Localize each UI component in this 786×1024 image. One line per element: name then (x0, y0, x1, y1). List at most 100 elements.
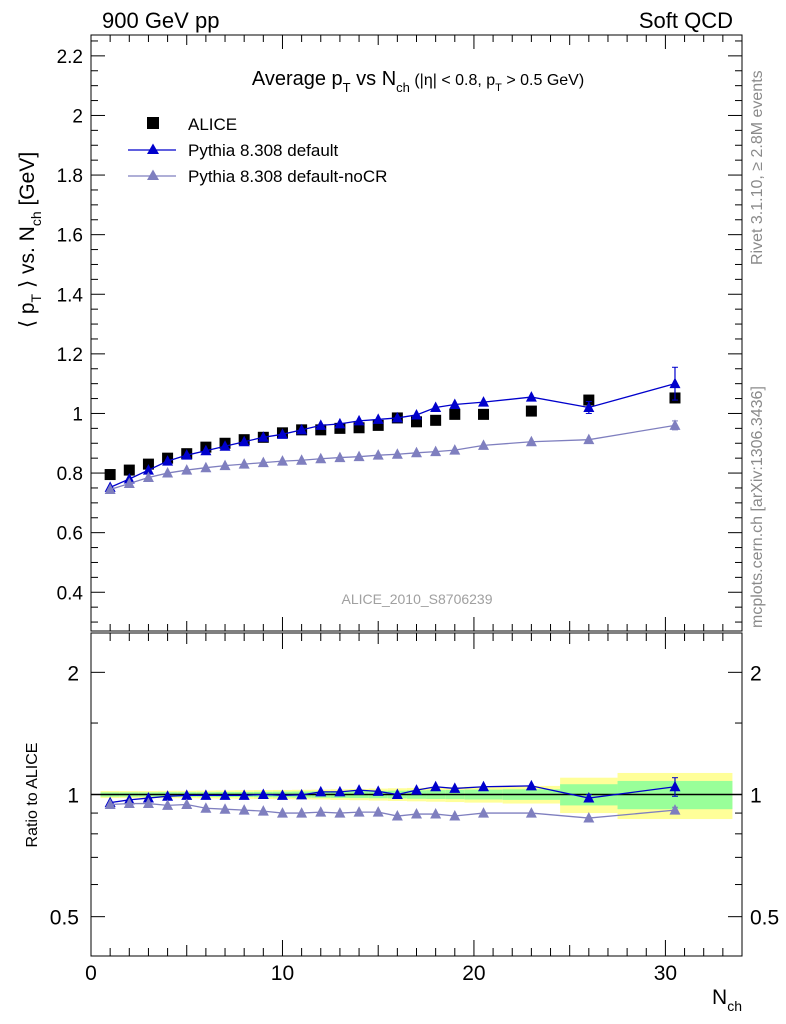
main-panel: 0.40.60.811.21.41.61.822.2 Average pT vs… (16, 34, 743, 632)
data-point-alice (525, 405, 537, 417)
data-point-pythia-8-308-default-nocr (669, 419, 681, 430)
data-point-pythia-8-308-default-nocr (372, 449, 384, 460)
data-point-alice (478, 408, 490, 420)
ylabel-pre: ⟨ p (16, 302, 39, 328)
data-point-pythia-8-308-default (525, 391, 537, 402)
data-point-alice (583, 394, 595, 406)
ratio-point-pythia-8-308-default (525, 779, 537, 791)
main-y-tick-label: 0.4 (57, 583, 84, 604)
data-point-pythia-8-308-default-nocr (315, 452, 327, 464)
ratio-point-pythia-8-308-default-nocr (669, 804, 681, 815)
data-point-pythia-8-308-default-nocr (411, 446, 422, 458)
title-main: Average p (252, 68, 343, 90)
xlabel-sub: ch (727, 998, 742, 1014)
x-tick-label: 30 (654, 962, 677, 985)
ratio-point-pythia-8-308-default (219, 789, 231, 800)
main-y-tick-label: 1.2 (57, 345, 83, 366)
data-point-pythia-8-308-default (372, 413, 384, 424)
xlabel-main: N (712, 986, 727, 1009)
ratio-point-pythia-8-308-default-nocr (372, 806, 384, 817)
ratio-point-pythia-8-308-default-nocr (123, 797, 135, 809)
main-series-layer (104, 366, 681, 494)
ratio-point-pythia-8-308-default (257, 788, 269, 799)
ratio-point-pythia-8-308-default-nocr (430, 808, 442, 819)
main-y-tick-label: 2.2 (57, 47, 83, 68)
legend-marker-pythia-default (147, 143, 159, 154)
ratio-point-pythia-8-308-default-nocr (276, 807, 288, 818)
data-point-pythia-8-308-default (257, 431, 269, 442)
data-point-pythia-8-308-default (353, 414, 365, 426)
ratio-y-tick-label-right: 0.5 (750, 907, 779, 930)
ratio-point-pythia-8-308-default (315, 785, 327, 797)
data-point-alice (411, 416, 422, 428)
ratio-point-pythia-8-308-default-nocr (583, 812, 595, 823)
legend-label-pythia-nocr: Pythia 8.308 default-noCR (188, 167, 387, 186)
ratio-point-pythia-8-308-default-nocr (478, 807, 490, 818)
data-point-pythia-8-308-default-nocr (478, 439, 490, 450)
ratio-point-pythia-8-308-default-nocr (353, 806, 365, 817)
data-point-alice (430, 414, 442, 426)
data-point-alice (104, 469, 116, 481)
ylabel-mid: ⟩ vs. N (16, 226, 39, 294)
ratio-point-pythia-8-308-default (276, 789, 288, 800)
data-point-pythia-8-308-default-nocr (142, 471, 154, 483)
data-point-pythia-8-308-default (142, 464, 154, 475)
data-point-pythia-8-308-default-nocr (391, 448, 403, 459)
ratio-point-pythia-8-308-default-nocr (296, 807, 308, 818)
data-point-pythia-8-308-default (200, 444, 212, 456)
data-point-pythia-8-308-default (669, 377, 681, 389)
legend-label-alice: ALICE (188, 115, 237, 134)
mcplots-label: mcplots.cern.ch [arXiv:1306.3436] (749, 386, 766, 628)
legend-marker-pythia-nocr (147, 169, 159, 180)
x-tick-label: 0 (85, 962, 97, 985)
data-point-pythia-8-308-default (478, 396, 490, 407)
data-point-pythia-8-308-default-nocr (162, 467, 174, 478)
data-point-pythia-8-308-default-nocr (449, 444, 461, 455)
ratio-point-pythia-8-308-default (583, 792, 595, 803)
ratio-point-pythia-8-308-default (430, 780, 442, 792)
ratio-point-pythia-8-308-default-nocr (525, 807, 537, 818)
header-left: 900 GeV pp (102, 8, 219, 33)
ylabel-sub1: T (28, 293, 44, 302)
ratio-point-pythia-8-308-default-nocr (162, 799, 174, 810)
title-mid: vs N (351, 68, 397, 90)
ratio-series-layer (104, 777, 681, 823)
ratio-point-pythia-8-308-default (181, 789, 193, 800)
data-point-pythia-8-308-default (296, 423, 308, 435)
data-point-pythia-8-308-default-nocr (583, 433, 595, 445)
header-right: Soft QCD (639, 8, 733, 33)
data-point-pythia-8-308-default (238, 435, 250, 447)
ylabel-post: [GeV] (16, 152, 39, 212)
data-point-pythia-8-308-default (411, 408, 422, 420)
data-point-pythia-8-308-default-nocr (334, 451, 346, 463)
data-point-pythia-8-308-default-nocr (104, 483, 116, 494)
data-point-pythia-8-308-default-nocr (238, 458, 250, 469)
ratio-point-pythia-8-308-default-nocr (411, 808, 422, 819)
ratio-tick-layer: 0.5 0.51 12 20 10 20 30 (50, 632, 779, 985)
data-point-pythia-8-308-default (430, 401, 442, 412)
title-sub1: T (343, 80, 351, 95)
data-point-pythia-8-308-default-nocr (276, 455, 288, 466)
main-y-tick-label: 1.4 (57, 285, 84, 306)
title-tail: > 0.5 GeV) (502, 72, 584, 89)
main-y-tick-label: 1 (72, 404, 83, 425)
data-point-pythia-8-308-default-nocr (430, 445, 442, 457)
main-y-tick-label: 1.8 (57, 166, 83, 187)
legend-label-pythia-default: Pythia 8.308 default (188, 141, 339, 160)
data-point-pythia-8-308-default-nocr (353, 450, 365, 462)
main-y-tick-label: 0.6 (57, 524, 83, 545)
data-point-pythia-8-308-default-nocr (296, 454, 308, 465)
data-point-pythia-8-308-default (315, 419, 327, 430)
ratio-point-pythia-8-308-default (449, 782, 461, 793)
main-tick-layer: 0.4 0.6 0.8 1 1.2 1.4 1.6 1.8 2 2.2 (57, 35, 743, 631)
data-point-pythia-8-308-default (162, 455, 174, 466)
x-axis-label: Nch (712, 986, 742, 1014)
data-point-alice (123, 464, 135, 476)
data-point-alice (372, 419, 384, 431)
title-sub3: T (495, 82, 502, 94)
main-title: Average pT vs Nch (|η| < 0.8, pT > 0.5 G… (252, 68, 584, 95)
ratio-point-pythia-8-308-default-nocr (334, 807, 346, 818)
ratio-point-pythia-8-308-default (296, 788, 308, 800)
ratio-point-pythia-8-308-default-nocr (200, 802, 212, 813)
